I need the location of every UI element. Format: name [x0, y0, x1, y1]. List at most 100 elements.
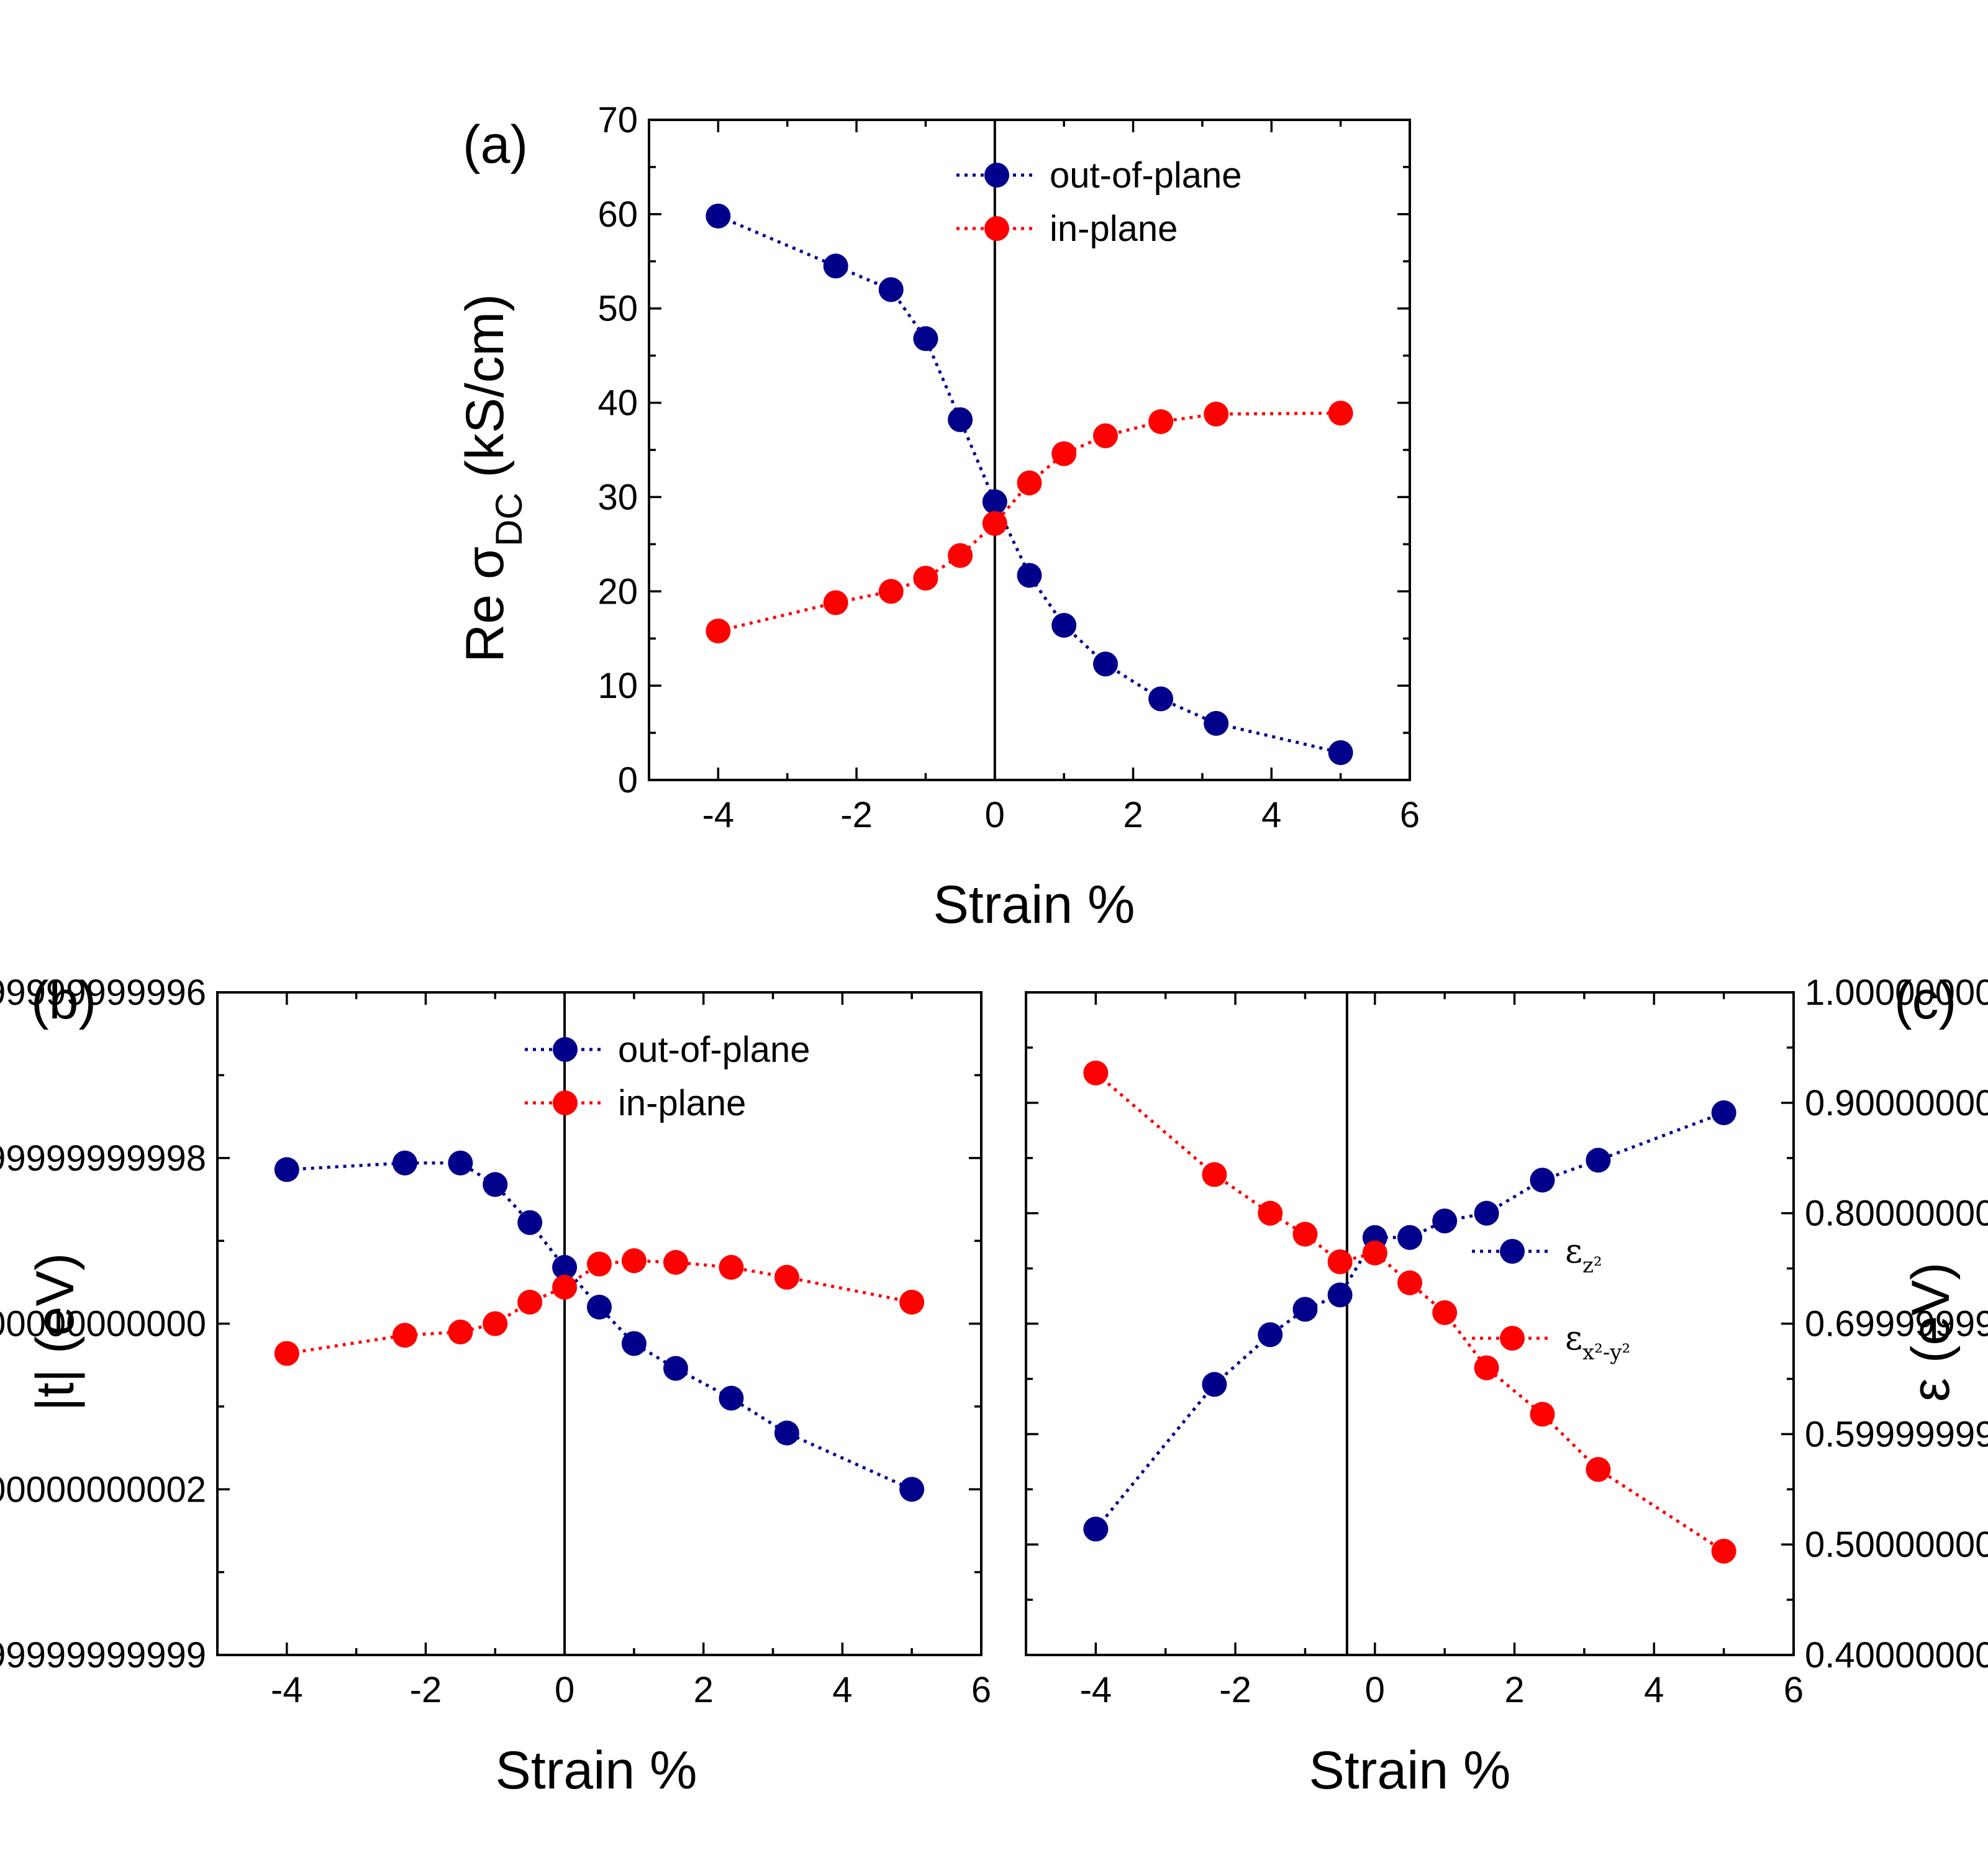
- panel-a-ylabel: Re σDC (kS/cm): [455, 294, 530, 663]
- data-point: [1148, 686, 1174, 712]
- x-tick-label: 6: [971, 1670, 991, 1710]
- x-tick-label: -4: [1080, 1670, 1112, 1710]
- legend-marker: [984, 216, 1009, 241]
- data-point: [1083, 1516, 1109, 1542]
- y-tick-label: 0.29999999999999999: [0, 1635, 206, 1675]
- data-point: [587, 1251, 612, 1277]
- data-point: [1292, 1297, 1318, 1322]
- data-point: [1202, 1372, 1227, 1397]
- data-point: [1586, 1457, 1611, 1482]
- legend-subscript: x²-y²: [1582, 1340, 1630, 1365]
- x-tick-label: -4: [702, 795, 735, 835]
- series-line: [1094, 1071, 1725, 1552]
- data-point: [448, 1150, 473, 1176]
- plot-frame: [648, 119, 1411, 781]
- x-tick-label: 2: [1123, 795, 1143, 835]
- series-line: [286, 1161, 913, 1491]
- data-point: [719, 1385, 744, 1411]
- data-point: [878, 579, 904, 604]
- y-tick-label: 20: [597, 571, 638, 612]
- legend-marker: [1500, 1326, 1525, 1351]
- data-point: [1202, 1162, 1227, 1187]
- legend-marker: [1500, 1239, 1525, 1264]
- data-point: [621, 1248, 647, 1274]
- legend-marker: [553, 1037, 578, 1062]
- data-point: [517, 1210, 543, 1235]
- panel-a-label: (a): [463, 115, 528, 175]
- data-point: [1017, 563, 1042, 588]
- y-tick-label: 0.59999999999999998: [1805, 1414, 1988, 1454]
- x-tick-label: 0: [985, 795, 1005, 835]
- y-tick-label: 0.50000000000000000: [0, 1304, 206, 1344]
- legend-subscript: z²: [1582, 1253, 1602, 1278]
- data-point: [706, 203, 731, 229]
- data-point: [1530, 1402, 1555, 1427]
- legend-label: in-plane: [1050, 209, 1178, 249]
- y-tick-label: 60: [597, 194, 638, 235]
- data-point: [517, 1289, 543, 1315]
- y-tick-label: 0.80000000000000004: [1805, 1194, 1988, 1234]
- x-tick-label: 2: [694, 1670, 714, 1710]
- y-tick-label: 10: [597, 666, 638, 706]
- y-tick-label: 40: [597, 383, 638, 424]
- legend-label: εz²: [1565, 1231, 1602, 1278]
- data-point: [483, 1311, 508, 1336]
- series-line: [717, 411, 1341, 633]
- data-point: [1397, 1225, 1422, 1250]
- data-point: [719, 1254, 744, 1280]
- legend-label: out-of-plane: [1050, 155, 1242, 196]
- data-point: [1432, 1300, 1458, 1325]
- legend-label: in-plane: [618, 1083, 746, 1123]
- data-point: [774, 1420, 799, 1446]
- y-tick-label: 0: [618, 760, 638, 800]
- panel-c-xlabel: Strain %: [1309, 1741, 1510, 1800]
- plot-frame: [1025, 991, 1795, 1656]
- data-point: [1474, 1200, 1499, 1226]
- data-point: [878, 277, 904, 302]
- data-point: [1328, 740, 1353, 765]
- y-tick-label: 30: [597, 477, 638, 517]
- panel-b-label: (b): [31, 971, 96, 1030]
- data-point: [1327, 1249, 1353, 1274]
- data-point: [621, 1331, 647, 1356]
- data-point: [1711, 1100, 1736, 1125]
- y-tick-label: 0.69999999999999996: [1805, 1304, 1988, 1344]
- data-point: [1397, 1270, 1422, 1295]
- plot-2: -4 -2 0 2 4 6 0.29999999999999999 0.40000000000…: [0, 972, 991, 1710]
- plot-3: -4 -2 0 2 4 60.40000000000000002 0.50000000000…: [1025, 972, 1988, 1710]
- x-tick-label: 6: [1784, 1670, 1804, 1710]
- data-point: [1148, 409, 1174, 434]
- x-tick-label: 6: [1400, 795, 1420, 835]
- x-tick-label: 4: [1644, 1670, 1664, 1710]
- data-point: [1711, 1538, 1736, 1564]
- y-tick-label: 70: [597, 100, 638, 140]
- data-point: [1083, 1060, 1109, 1086]
- data-point: [552, 1254, 578, 1280]
- data-point: [913, 566, 938, 591]
- data-point: [1204, 401, 1229, 427]
- legend-marker: [984, 163, 1009, 188]
- data-point: [1258, 1322, 1283, 1348]
- x-tick-label: 0: [555, 1670, 574, 1710]
- data-point: [1093, 651, 1118, 677]
- data-point: [899, 1289, 925, 1315]
- data-point: [1327, 1282, 1353, 1308]
- panel-a-xlabel: Strain %: [933, 875, 1135, 935]
- x-tick-label: 2: [1504, 1670, 1524, 1710]
- data-point: [948, 543, 973, 568]
- data-point: [1586, 1148, 1611, 1173]
- data-point: [982, 510, 1007, 536]
- data-point: [774, 1264, 799, 1290]
- data-point: [392, 1150, 417, 1176]
- data-point: [274, 1341, 299, 1366]
- data-point: [483, 1172, 508, 1197]
- data-point: [552, 1274, 578, 1300]
- data-point: [1258, 1200, 1283, 1226]
- data-point: [913, 326, 938, 351]
- legend-marker: [553, 1090, 578, 1115]
- data-point: [948, 407, 973, 432]
- x-tick-label: 4: [1261, 795, 1281, 835]
- y-tick-label: 0.50000000000000000: [1805, 1525, 1988, 1565]
- data-point: [448, 1319, 473, 1344]
